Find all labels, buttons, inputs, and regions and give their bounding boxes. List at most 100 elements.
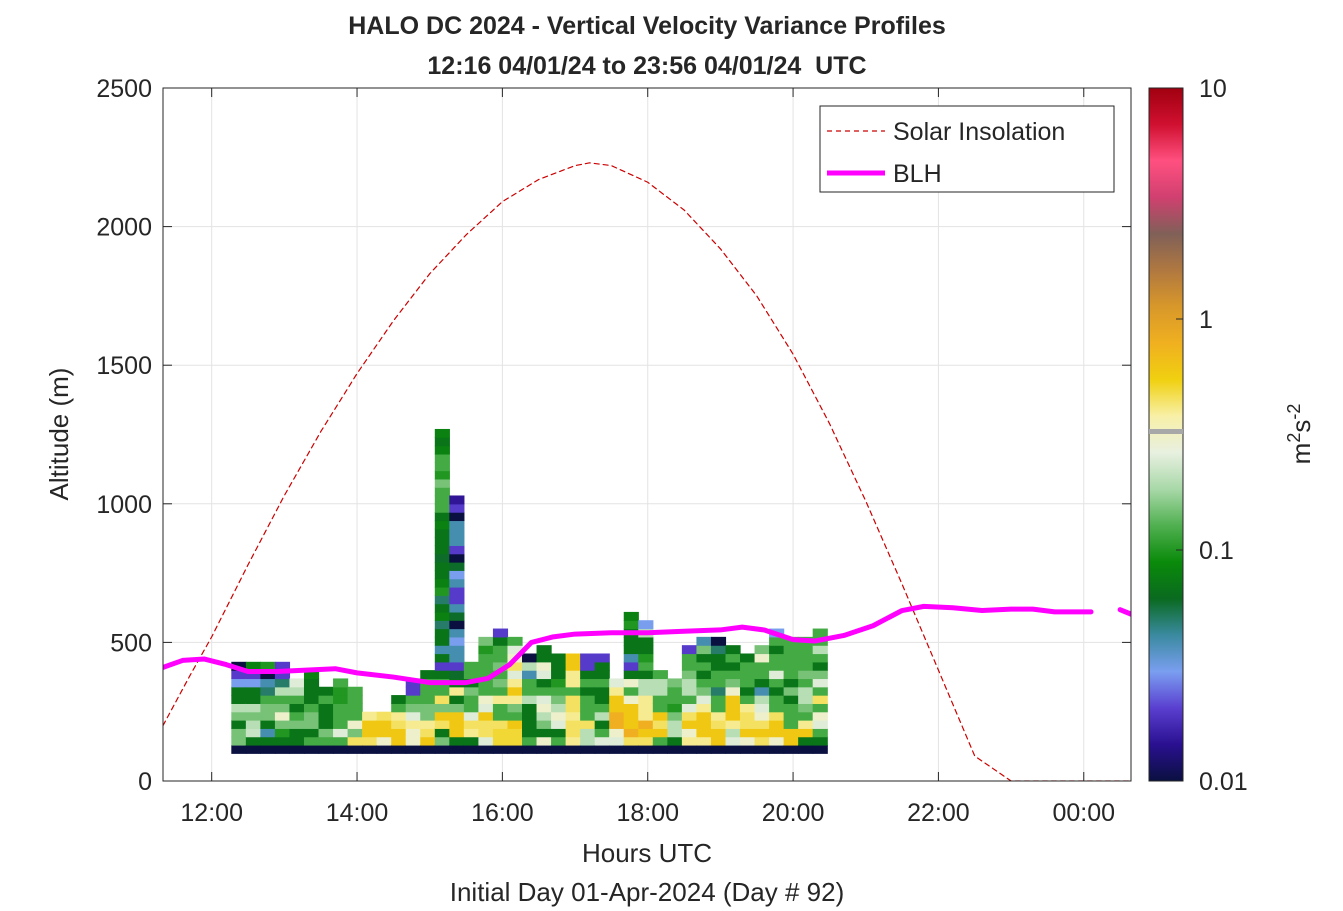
heatmap-cell	[303, 703, 320, 713]
heatmap-cell	[420, 686, 436, 696]
heatmap-cell	[798, 736, 814, 746]
heatmap-cell	[638, 670, 654, 680]
heatmap-cell	[754, 744, 770, 754]
heatmap-cell	[740, 695, 756, 704]
heatmap-cell	[449, 661, 465, 671]
heatmap-cell	[245, 703, 261, 713]
heatmap-cell	[652, 686, 668, 696]
heatmap-cell	[536, 686, 552, 696]
heatmap-cell	[536, 703, 552, 713]
heatmap-cell	[710, 728, 727, 738]
heatmap-cell	[740, 736, 756, 746]
heatmap-cell	[754, 678, 770, 688]
heatmap-cell	[594, 736, 610, 746]
heatmap-cell	[565, 728, 581, 738]
heatmap-cell	[754, 695, 770, 704]
heatmap-cell	[260, 686, 276, 696]
heatmap-cell	[740, 703, 756, 713]
heatmap-cell	[274, 728, 291, 738]
y-tick-label: 2000	[96, 214, 152, 242]
heatmap-cell	[740, 744, 756, 754]
heatmap-cell	[623, 670, 639, 680]
heatmap-cell	[289, 703, 305, 713]
heatmap-cell	[420, 695, 436, 704]
heatmap-cell	[798, 695, 814, 704]
heatmap-cell	[667, 728, 683, 738]
heatmap-cell	[449, 586, 465, 596]
heatmap-cell	[681, 678, 698, 688]
heatmap-cell	[536, 711, 552, 721]
heatmap-cell	[681, 661, 698, 671]
heatmap-cell	[696, 728, 712, 738]
heatmap-cell	[783, 720, 799, 729]
heatmap-cell	[434, 495, 450, 505]
heatmap-cell	[638, 711, 654, 721]
x-tick-label: 16:00	[471, 799, 534, 827]
heatmap-cell	[638, 686, 654, 696]
heatmap-cell	[638, 653, 654, 663]
x-tick-label: 20:00	[762, 799, 825, 827]
heatmap-cell	[609, 728, 625, 738]
heatmap-cell	[638, 744, 654, 754]
heatmap-cell	[289, 728, 305, 738]
heatmap-cell	[231, 695, 247, 704]
heatmap-cell	[434, 586, 450, 596]
heatmap-cell	[245, 744, 261, 754]
heatmap-cell	[812, 670, 828, 680]
heatmap-cell	[551, 703, 567, 713]
heatmap-cell	[434, 520, 450, 530]
heatmap-cell	[274, 720, 291, 729]
series-lines	[163, 162, 1131, 781]
heatmap-cell	[478, 678, 494, 688]
heatmap-cell	[710, 678, 727, 688]
heatmap-cell	[478, 686, 494, 696]
heatmap-cell	[783, 678, 799, 688]
heatmap-cell	[333, 744, 349, 754]
heatmap-cell	[478, 636, 494, 646]
heatmap-cell	[260, 711, 276, 721]
heatmap-cell	[434, 636, 450, 646]
heatmap-cell	[303, 670, 320, 680]
heatmap-cell	[303, 686, 320, 696]
heatmap-cell	[449, 711, 465, 721]
heatmap-cell	[812, 678, 828, 688]
heatmap-cell	[580, 661, 596, 671]
heatmap-cell	[245, 728, 261, 738]
heatmap-cell	[710, 645, 727, 655]
heatmap-cell	[710, 711, 727, 721]
heatmap-cell	[812, 720, 828, 729]
heatmap-cell	[594, 744, 610, 754]
heatmap-cell	[434, 695, 450, 704]
heatmap-cell	[696, 670, 712, 680]
heatmap-cell	[769, 728, 785, 738]
x-tick-label: 14:00	[326, 799, 389, 827]
x-tick-label: 18:00	[616, 799, 679, 827]
heatmap-cell	[783, 728, 799, 738]
heatmap-cell	[565, 678, 581, 688]
heatmap-cell	[362, 728, 378, 738]
heatmap-cell	[449, 670, 465, 680]
heatmap-cell	[434, 653, 450, 663]
heatmap-cell	[594, 661, 610, 671]
heatmap-cell	[710, 661, 727, 671]
heatmap-cell	[812, 645, 828, 655]
heatmap-cell	[362, 736, 378, 746]
heatmap-cell	[812, 703, 828, 713]
heatmap-cell	[333, 703, 349, 713]
heatmap-cell	[696, 653, 712, 663]
heatmap-cell	[449, 645, 465, 655]
heatmap-cell	[725, 744, 741, 754]
heatmap-cell	[507, 670, 523, 680]
heatmap-cell	[405, 678, 421, 688]
heatmap-cell	[492, 686, 509, 696]
heatmap-cell	[333, 728, 349, 738]
heatmap-cell	[551, 720, 567, 729]
heatmap-cell	[260, 720, 276, 729]
heatmap-cell	[420, 670, 436, 680]
heatmap-cell	[231, 736, 247, 746]
heatmap-cell	[812, 736, 828, 746]
heatmap-cell	[391, 711, 407, 721]
heatmap-cell	[289, 686, 305, 696]
heatmap-cell	[580, 678, 596, 688]
heatmap-cell	[812, 661, 828, 671]
